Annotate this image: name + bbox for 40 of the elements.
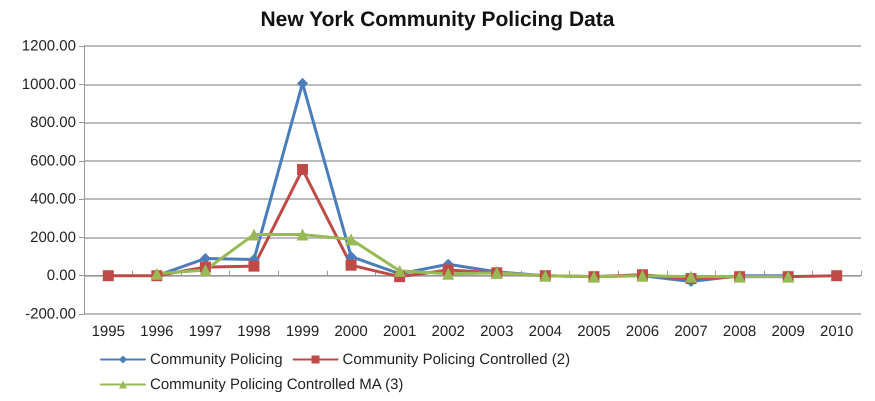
y-tick-label: 1000.00	[22, 76, 76, 93]
point	[150, 268, 163, 280]
point	[296, 228, 309, 241]
point	[297, 164, 308, 175]
y-tick-label: 400.00	[30, 190, 76, 208]
y-tick-label: -200.00	[25, 306, 76, 322]
y-tick-label: 600.00	[30, 152, 76, 170]
y-tick-label: 200.00	[30, 228, 76, 246]
x-tick-label: 2001	[382, 323, 416, 340]
point	[831, 270, 842, 282]
y-tick-label: 0.00	[46, 267, 76, 284]
point	[442, 268, 454, 280]
x-tick-label: 2010	[820, 323, 854, 340]
x-tick-label: 2000	[334, 323, 368, 340]
legend-label: Community Policing	[150, 351, 283, 368]
x-tick-label: 1996	[140, 323, 174, 340]
x-tick-label: 2003	[480, 323, 514, 340]
point	[248, 260, 260, 272]
x-tick-label: 1997	[188, 323, 222, 340]
x-tick-label: 2007	[674, 323, 708, 340]
point	[345, 233, 358, 246]
y-tick-label: 1200.00	[22, 38, 76, 54]
legend-label: Community Policing Controlled (2)	[342, 351, 570, 368]
point	[199, 264, 212, 276]
point	[346, 260, 357, 271]
x-tick-label: 2005	[577, 323, 611, 340]
point	[394, 264, 406, 277]
point	[248, 228, 260, 241]
x-tick-label: 1998	[237, 323, 271, 340]
y-tick-label: 800.00	[30, 114, 76, 132]
x-tick-label: 2006	[626, 323, 660, 340]
x-tick-label: 1999	[286, 323, 320, 340]
x-tick-label: 2009	[771, 323, 805, 340]
x-tick-label: 1995	[92, 323, 125, 340]
x-tick-label: 2004	[528, 323, 562, 340]
x-tick-label: 2008	[722, 323, 756, 340]
legend-label: Community Policing Controlled MA (3)	[150, 376, 404, 393]
point	[102, 270, 114, 282]
x-tick-label: 2002	[432, 323, 465, 340]
chart-title: New York Community Policing Data	[260, 8, 615, 31]
